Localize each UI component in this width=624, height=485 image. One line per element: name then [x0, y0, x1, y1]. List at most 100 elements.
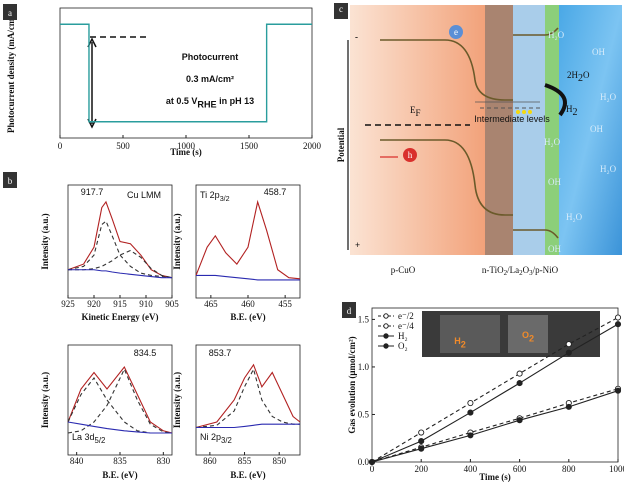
x-tick-label: 860	[203, 456, 217, 466]
annotation-part: H	[454, 336, 461, 346]
reactant-part: 2H	[567, 70, 579, 80]
annotation-part: O	[522, 330, 529, 340]
point	[614, 387, 622, 394]
x-tick-label: 465	[204, 299, 218, 309]
y-axis-label: Gas evolution (μmol/cm²)	[347, 336, 357, 433]
annotation: H2	[454, 336, 466, 350]
annotation: at 0.5 VRHE in pH 13	[166, 96, 254, 110]
x-tick-label: 915	[113, 299, 127, 309]
reaction-reactant: 2H2O	[567, 70, 590, 84]
annotation: Ni 2p3/2	[200, 432, 232, 445]
hydroxide-label: OH	[548, 244, 561, 254]
reactant-part: O	[583, 70, 590, 80]
point	[467, 400, 474, 407]
x-tick-label: 1500	[240, 141, 259, 151]
x-tick-label: 500	[116, 141, 130, 151]
lr: O	[523, 265, 530, 275]
series-line	[371, 390, 619, 463]
nio-layer	[545, 5, 559, 255]
reaction-arrow	[544, 83, 567, 117]
level-dot	[528, 110, 532, 114]
minus-sign: -	[355, 32, 358, 42]
tio2-layer	[485, 5, 513, 255]
hole-icon	[403, 148, 417, 162]
annotation: Photocurrent	[182, 52, 239, 62]
annotation-part: Photocurrent	[182, 52, 239, 62]
legend-marker	[383, 333, 389, 339]
intermediate-label: Intermediate levels	[474, 114, 550, 124]
y-tick-label: 0.5	[358, 409, 370, 419]
panel-badge	[342, 302, 356, 318]
x-tick-label: 1000	[177, 141, 196, 151]
series-line	[371, 388, 619, 463]
point	[565, 403, 572, 410]
panel-badge	[3, 4, 17, 20]
annotation-part: Cu LMM	[127, 190, 161, 200]
nio-band	[513, 27, 559, 36]
x-tick-label: 1000	[609, 464, 624, 474]
lr: /La	[507, 265, 519, 275]
electron-icon	[449, 25, 463, 39]
level-dot	[516, 110, 520, 114]
plot-frame	[195, 344, 301, 456]
x-axis-label: B.E. (eV)	[102, 470, 137, 480]
hole-label: h	[408, 150, 413, 160]
series-line	[371, 317, 619, 463]
series-line	[67, 365, 173, 434]
x-tick-label: 200	[414, 464, 428, 474]
x-tick-label: 460	[241, 299, 255, 309]
annotation-sub: 3/2	[220, 195, 230, 203]
annotation: 0.3 mA/cm²	[186, 74, 234, 84]
annotation: 458.7	[264, 187, 287, 197]
x-tick-label: 850	[272, 456, 286, 466]
panel-label: a	[8, 8, 12, 18]
lr-sub: 2	[519, 269, 523, 277]
panel-d-inset	[422, 311, 600, 357]
reaction-product: H2	[566, 104, 578, 118]
annotation-part: Ti 2p	[200, 190, 220, 200]
panel-badge	[3, 172, 17, 188]
y-axis-label: Intensity (a.u.)	[40, 213, 50, 269]
potential-label: Potential	[336, 127, 346, 162]
x-tick-label: 910	[139, 299, 153, 309]
x-tick-label: 2000	[303, 141, 322, 151]
lr-sub: 2	[504, 269, 508, 277]
band-diagram: - + Potential EF e h Intermediate levels…	[334, 3, 622, 277]
panel-label: c	[339, 4, 343, 14]
nio-valence	[513, 229, 559, 239]
point	[467, 432, 474, 439]
annotation-part: at 0.5 V	[166, 96, 198, 106]
hydroxide-label: OH	[548, 177, 561, 187]
annotation-part: in pH 13	[217, 96, 255, 106]
inset-cell	[440, 315, 500, 353]
annotation-sub: 2	[461, 340, 466, 350]
plot-frame	[371, 307, 619, 463]
legend-marker	[383, 343, 389, 349]
annotation: 917.7	[81, 187, 104, 197]
series-line	[60, 23, 312, 123]
annotation: La 3d5/2	[72, 432, 105, 445]
annotation: 853.7	[209, 348, 232, 358]
x-tick-label: 800	[562, 464, 576, 474]
annotation: Ti 2p3/2	[200, 190, 230, 203]
panel-label: b	[8, 176, 13, 186]
annotation-sub: 5/2	[95, 436, 106, 445]
point	[368, 458, 376, 466]
y-axis-label: Intensity (a.u.)	[40, 372, 50, 428]
series-line	[371, 323, 619, 463]
y-tick-label: 1.0	[358, 362, 370, 372]
plus-sign: +	[355, 240, 360, 250]
hydroxide-label: OH	[590, 124, 603, 134]
x-tick-label: 0	[370, 464, 375, 474]
water-label: H₂O	[600, 92, 617, 102]
annotation-part: 853.7	[209, 348, 232, 358]
point	[418, 445, 425, 452]
point	[516, 370, 523, 377]
annotation-part: Ni 2p	[200, 432, 221, 442]
product-part: H	[566, 104, 573, 114]
inset-cell	[508, 315, 548, 353]
layer-left-label: p-CuO	[391, 265, 416, 275]
water-label: H₂O	[600, 164, 617, 174]
cuo-layer	[350, 5, 485, 255]
x-tick-label: 855	[238, 456, 252, 466]
